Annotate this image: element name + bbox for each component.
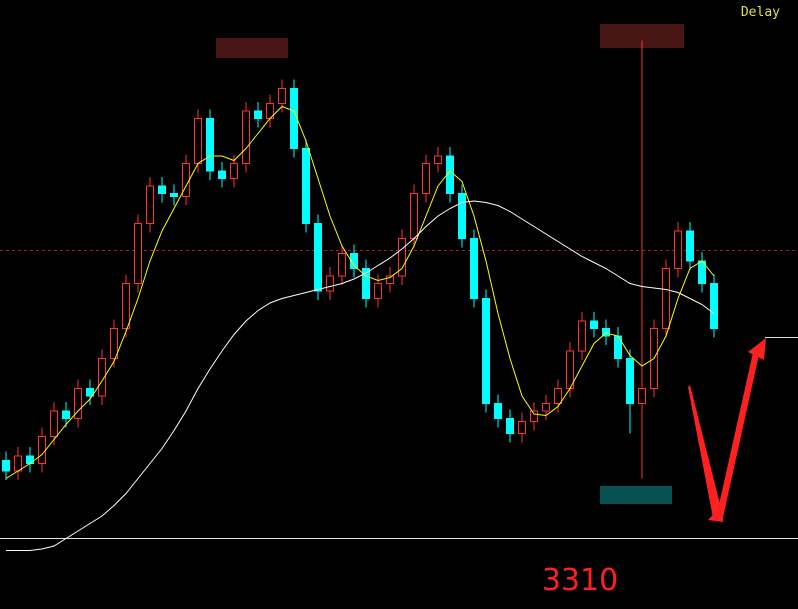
candle-body	[314, 223, 322, 292]
candle-body	[326, 275, 334, 292]
candle-body	[26, 455, 34, 464]
candle-body	[674, 230, 682, 269]
candle-body	[170, 193, 178, 197]
candle-body	[98, 358, 106, 397]
arrow	[688, 338, 766, 522]
candle-body	[62, 410, 70, 419]
candle-body	[554, 388, 562, 404]
candle-body	[290, 88, 298, 149]
arrow-down	[688, 385, 722, 518]
candle-body	[218, 170, 226, 179]
candle-body	[122, 283, 130, 329]
candle-body	[86, 388, 94, 397]
candle-body	[590, 320, 598, 329]
candle-body	[434, 155, 442, 164]
candle-body	[230, 163, 238, 179]
candle-body	[602, 328, 610, 337]
candle-body	[350, 253, 358, 269]
blurred-label	[216, 38, 288, 58]
candle-body	[206, 118, 214, 172]
candle-body	[134, 223, 142, 284]
candle-body	[470, 238, 478, 299]
annotation: 3310	[542, 563, 618, 598]
candle-body	[2, 460, 10, 472]
candle-body	[422, 163, 430, 194]
candle-body	[110, 328, 118, 359]
arrow-up	[716, 348, 760, 522]
candle-body	[386, 275, 394, 284]
status: Delay	[741, 5, 780, 20]
candle-body	[194, 118, 202, 164]
blurred-label	[600, 486, 672, 504]
moving-average	[5, 105, 715, 479]
candle-body	[158, 185, 166, 194]
candle-body	[506, 418, 514, 434]
candle-body	[410, 193, 418, 239]
candle-body	[38, 436, 46, 464]
candle-body	[254, 110, 262, 119]
candle-body	[686, 230, 694, 262]
candle-body	[278, 88, 286, 104]
candle-body	[302, 148, 310, 224]
candle-body	[662, 268, 670, 329]
arrow-head	[748, 338, 766, 360]
candle-body	[374, 283, 382, 299]
candle-body	[710, 283, 718, 329]
candle-body	[14, 455, 22, 472]
candle-body	[74, 388, 82, 419]
candle-body	[626, 358, 634, 404]
candle-body	[578, 320, 586, 352]
moving-average	[6, 200, 715, 551]
candle-body	[362, 268, 370, 299]
candle-body	[542, 403, 550, 412]
candle-body	[146, 185, 154, 224]
candle-body	[398, 238, 406, 277]
candle-body	[482, 298, 490, 404]
candle-body	[458, 193, 466, 239]
candle-body	[338, 253, 346, 277]
candle-body	[50, 410, 58, 437]
candle-body	[530, 410, 538, 422]
candle-body	[638, 388, 646, 404]
candle-body	[494, 403, 502, 419]
candle-body	[242, 110, 250, 164]
candle-body	[518, 421, 526, 434]
